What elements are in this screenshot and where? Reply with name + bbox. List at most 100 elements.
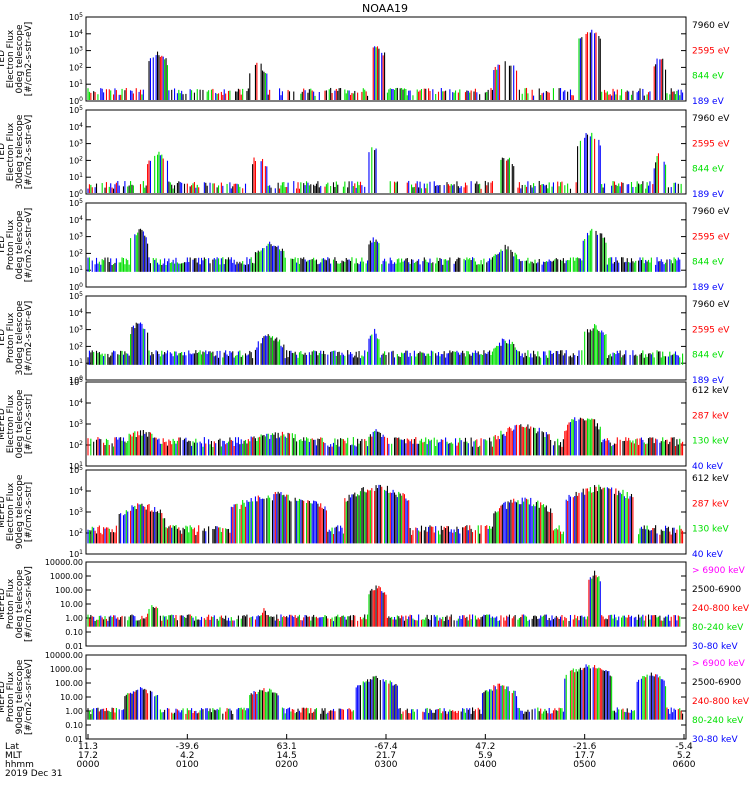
data-marks <box>87 29 684 100</box>
x-tick-mlt: 14.5 <box>277 751 297 761</box>
x-tick-hhmm: 0200 <box>275 760 298 770</box>
legend-entry: 2595 eV <box>692 232 730 242</box>
y-tick-label: 105 <box>69 377 83 387</box>
y-tick-label: 1000.00 <box>50 572 83 581</box>
legend-entry: 189 eV <box>692 97 725 107</box>
data-marks <box>87 484 684 544</box>
x-tick-hhmm: 0000 <box>77 760 100 770</box>
x-row-label: Lat <box>5 742 20 752</box>
y-tick-label: 100 <box>69 189 83 199</box>
y-tick-label: 102 <box>69 62 83 72</box>
data-marks <box>87 664 684 720</box>
y-tick-label: 104 <box>69 308 83 318</box>
y-tick-label: 0.10 <box>65 628 83 637</box>
legend-entry: 40 keV <box>692 550 724 560</box>
x-tick-hhmm: 0500 <box>573 760 596 770</box>
panel-frame <box>85 109 687 195</box>
data-marks <box>87 417 684 456</box>
legend-entry: 2595 eV <box>692 325 730 335</box>
y-axis-label: MEPEDProton Flux0deg telescope[#/cm2-s-s… <box>0 566 34 642</box>
x-tick-mlt: 4.2 <box>180 751 194 761</box>
data-marks <box>87 570 681 627</box>
y-tick-label: 1000.00 <box>50 665 83 674</box>
legend-entry: 130 keV <box>692 525 729 535</box>
panel-frame <box>85 16 687 102</box>
y-tick-label: 10000.00 <box>45 651 83 660</box>
y-tick-label: 104 <box>69 29 83 39</box>
x-tick-lat: 11.3 <box>78 742 98 752</box>
y-tick-label: 101 <box>69 79 83 89</box>
y-tick-label: 105 <box>69 465 83 475</box>
legend-entry: > 6900 keV <box>692 566 746 576</box>
chart-title: NOAA19 <box>362 2 408 15</box>
legend-entry: 612 keV <box>692 474 729 484</box>
x-tick-lat: 47.2 <box>475 742 495 752</box>
x-tick-hhmm: 0400 <box>474 760 497 770</box>
y-tick-label: 103 <box>69 139 83 149</box>
x-row-label: MLT <box>5 751 23 761</box>
data-marks <box>87 132 682 193</box>
y-tick-label: 0.01 <box>65 735 83 744</box>
x-tick-lat: -5.4 <box>675 742 693 752</box>
panel-4: 105 104 103 102 101 100 TEDProton Flux30deg te… <box>0 291 730 386</box>
x-tick-hhmm: 0600 <box>673 760 696 770</box>
y-tick-label: 101 <box>69 461 83 471</box>
legend-entry: 2500-6900 <box>692 585 741 595</box>
y-tick-label: 103 <box>69 232 83 242</box>
y-tick-label: 100.00 <box>55 586 83 595</box>
y-tick-label: 102 <box>69 248 83 258</box>
panel-1: 105 104 103 102 101 100 TEDElectron Flux0deg t… <box>0 12 730 107</box>
y-tick-label: 0.01 <box>65 642 83 651</box>
x-tick-lat: -39.6 <box>176 742 200 752</box>
y-axis-label: MEPEDElectron Flux90deg telescope[#/cm2-… <box>0 474 34 549</box>
y-tick-label: 104 <box>69 398 83 408</box>
y-axis-label: TEDElectron Flux30deg telescope[#/cm2-s-… <box>0 114 34 189</box>
y-axis-label: TEDProton Flux0deg telescope[#/cm2-s-str… <box>0 208 34 283</box>
legend-entry: > 6900 keV <box>692 659 746 669</box>
legend-entry: 287 keV <box>692 411 729 421</box>
y-tick-label: 105 <box>69 198 83 208</box>
panel-8: 10000.00 1000.00 100.00 10.00 1.00 0.10 0.01 ME… <box>0 651 750 745</box>
y-tick-label: 100 <box>69 375 83 385</box>
legend-entry: 80-240 keV <box>692 716 744 726</box>
x-tick-mlt: 21.7 <box>376 751 396 761</box>
y-tick-label: 1.00 <box>65 614 83 623</box>
x-tick-mlt: 5.2 <box>677 751 691 761</box>
panel-5: 105 104 103 102 101 MEPEDElectron Flux0deg te… <box>0 377 729 472</box>
legend-entry: 40 keV <box>692 462 724 472</box>
y-tick-label: 102 <box>69 341 83 351</box>
y-tick-label: 100.00 <box>55 679 83 688</box>
legend-entry: 189 eV <box>692 190 725 200</box>
y-tick-label: 102 <box>69 155 83 165</box>
x-tick-mlt: 5.9 <box>478 751 493 761</box>
y-tick-label: 104 <box>69 486 83 496</box>
y-tick-label: 10.00 <box>60 600 83 609</box>
y-tick-label: 102 <box>69 528 83 538</box>
x-tick-lat: -67.4 <box>374 742 398 752</box>
legend-entry: 844 eV <box>692 351 725 361</box>
x-tick-lat: -21.6 <box>573 742 597 752</box>
panel-6: 105 104 103 102 101 MEPEDElectron Flux90deg t… <box>0 465 729 560</box>
panel-3: 105 104 103 102 101 100 TEDProton Flux0deg tel… <box>0 198 730 293</box>
y-tick-label: 101 <box>69 358 83 368</box>
x-tick-mlt: 17.7 <box>575 751 595 761</box>
legend-entry: 844 eV <box>692 258 725 268</box>
panel-7: 10000.00 1000.00 100.00 10.00 1.00 0.10 0.01 ME… <box>0 558 750 652</box>
y-axis-label: MEPEDElectron Flux0deg telescope[#/cm2-s… <box>0 389 34 459</box>
legend-entry: 2595 eV <box>692 46 730 56</box>
data-marks <box>87 322 684 365</box>
y-tick-label: 101 <box>69 172 83 182</box>
y-tick-label: 0.10 <box>65 721 83 730</box>
legend-entry: 80-240 keV <box>692 623 744 633</box>
legend-entry: 189 eV <box>692 283 725 293</box>
y-tick-label: 105 <box>69 291 83 301</box>
legend-entry: 287 keV <box>692 499 729 509</box>
y-tick-label: 104 <box>69 122 83 132</box>
panel-frame <box>85 202 687 288</box>
x-tick-lat: 63.1 <box>277 742 297 752</box>
x-row-label: hhmm <box>5 760 34 770</box>
legend-entry: 844 eV <box>692 72 725 82</box>
legend-entry: 240-800 keV <box>692 604 750 614</box>
legend-entry: 2500-6900 <box>692 678 741 688</box>
legend-entry: 7960 eV <box>692 114 730 124</box>
